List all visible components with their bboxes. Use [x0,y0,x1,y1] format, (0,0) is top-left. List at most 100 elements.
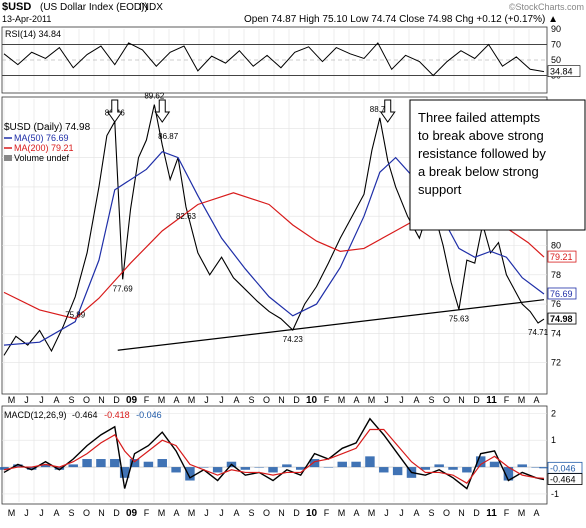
chart-name: (US Dollar Index (EOD)) [40,2,148,13]
macd-hist-bar [365,456,375,468]
price-data-label: 75.63 [449,315,470,324]
volume-legend-swatch [4,155,12,161]
x-tick-label: O [263,395,270,405]
price-data-label: 77.69 [113,284,134,293]
rsi-tick-label: 50 [551,55,561,65]
macd-hist-bar [323,467,334,468]
macd-tick-label: 2 [551,408,556,418]
ohlc-line: Open 74.87 High 75.10 Low 74.74 Close 74… [244,14,558,25]
macd-hist-bar [539,467,549,469]
chart-symbol: $USD [2,1,31,13]
macd-x-tick-label: 09 [126,508,138,519]
macd-x-tick-label: M [188,508,196,518]
price-legend: $USD (Daily) 74.98 MA(50) 76.69 MA(200) … [4,122,91,163]
x-tick-label: M [8,395,16,405]
macd-hist-bar [119,467,130,478]
macd-tick-label: -1 [551,489,559,499]
macd-signal-line [3,428,545,484]
macd-hist-bar [392,467,403,476]
x-tick-label: N [278,395,285,405]
arrow-marker [379,99,396,123]
macd-x-tick-label: F [144,508,150,518]
x-tick-label: A [353,395,359,405]
macd-last-label: -0.046 [550,463,576,473]
price-last-label: 79.21 [550,252,573,262]
price-data-label: 75.89 [65,311,86,320]
macd-x-tick-label: O [263,508,270,518]
rsi-tick-label: 70 [551,40,561,50]
price-last-box [547,287,577,300]
price-data-label: 74.71 [528,328,549,337]
price-last-label: 76.69 [550,289,573,299]
macd-hist-bar [171,467,181,473]
price-data-label: 86.87 [158,132,179,141]
rsi-line [3,42,545,77]
macd-x-tick-label: A [413,508,419,518]
svg-text:MACD(12,26,9) -0.464: MACD(12,26,9) -0.464 -0.418 -0.046 [4,410,162,420]
macd-x-tick-label: A [353,508,359,518]
annotation-line: Three failed attempts [418,110,541,125]
x-tick-label: A [413,395,419,405]
price-data-label: 74.23 [283,335,304,344]
volume-legend-label: Volume undef [14,153,70,163]
price-tick-label: 76 [551,299,561,309]
chart-exchange: INDX [139,2,163,13]
macd-legend-name: MACD(12,26,9) [4,410,67,420]
price-data-label: 88.71 [370,105,391,114]
x-tick-label: F [504,395,510,405]
x-tick-label: S [428,395,434,405]
annotation-line: support [418,182,462,197]
macd-x-tick-label: M [338,508,346,518]
price-tick-label: 74 [551,328,561,338]
macd-hist-bar [68,464,78,468]
macd-hist-bar [212,467,223,473]
macd-hist-bar [295,467,306,470]
macd-legend-macd: -0.464 [72,410,98,420]
macd-hist-bar [531,467,541,468]
x-tick-label: D [473,395,480,405]
x-tick-label: O [443,395,450,405]
x-tick-label: M [518,395,526,405]
price-data-label: 89.62 [144,92,165,101]
x-tick-label: N [458,395,465,405]
x-tick-label: M [188,395,196,405]
macd-hist-bar [82,459,92,468]
macd-x-tick-label: F [324,508,330,518]
x-tick-label: D [113,395,120,405]
x-tick-label: S [68,395,74,405]
macd-x-tick-label: N [98,508,105,518]
macd-x-tick-label: J [24,508,29,518]
macd-hist-bar [282,464,292,468]
price-legend-title: $USD (Daily) 74.98 [4,122,91,133]
rsi-last-box [547,65,581,77]
price-data-label: 82.63 [176,212,197,221]
x-tick-label: J [24,395,29,405]
macd-hist-bar [351,461,361,468]
macd-hist-bar [199,467,209,468]
macd-hist-bar [129,459,140,468]
macd-x-tick-label: N [458,508,465,518]
x-tick-label: 09 [126,395,138,406]
arrow-marker [106,99,123,123]
x-tick-label: 10 [306,395,318,406]
macd-x-tick-label: S [428,508,434,518]
macd-x-tick-label: N [278,508,285,518]
x-tick-label: J [39,395,44,405]
macd-x-tick-label: O [83,508,90,518]
macd-last-box [547,473,583,485]
macd-legend-hist: -0.046 [136,410,162,420]
macd-hist-bar [240,467,251,470]
x-tick-label: F [144,395,150,405]
macd-x-tick-label: J [204,508,209,518]
macd-hist-bar [157,459,167,468]
macd-x-tick-label: S [248,508,254,518]
arrow-marker [154,99,171,123]
x-tick-label: A [233,395,239,405]
x-tick-label: J [384,395,389,405]
annotation-box [409,99,586,231]
x-tick-label: J [219,395,224,405]
macd-x-tick-label: D [113,508,120,518]
macd-hist-bar [0,467,9,470]
macd-last-label: -0.464 [550,475,576,485]
